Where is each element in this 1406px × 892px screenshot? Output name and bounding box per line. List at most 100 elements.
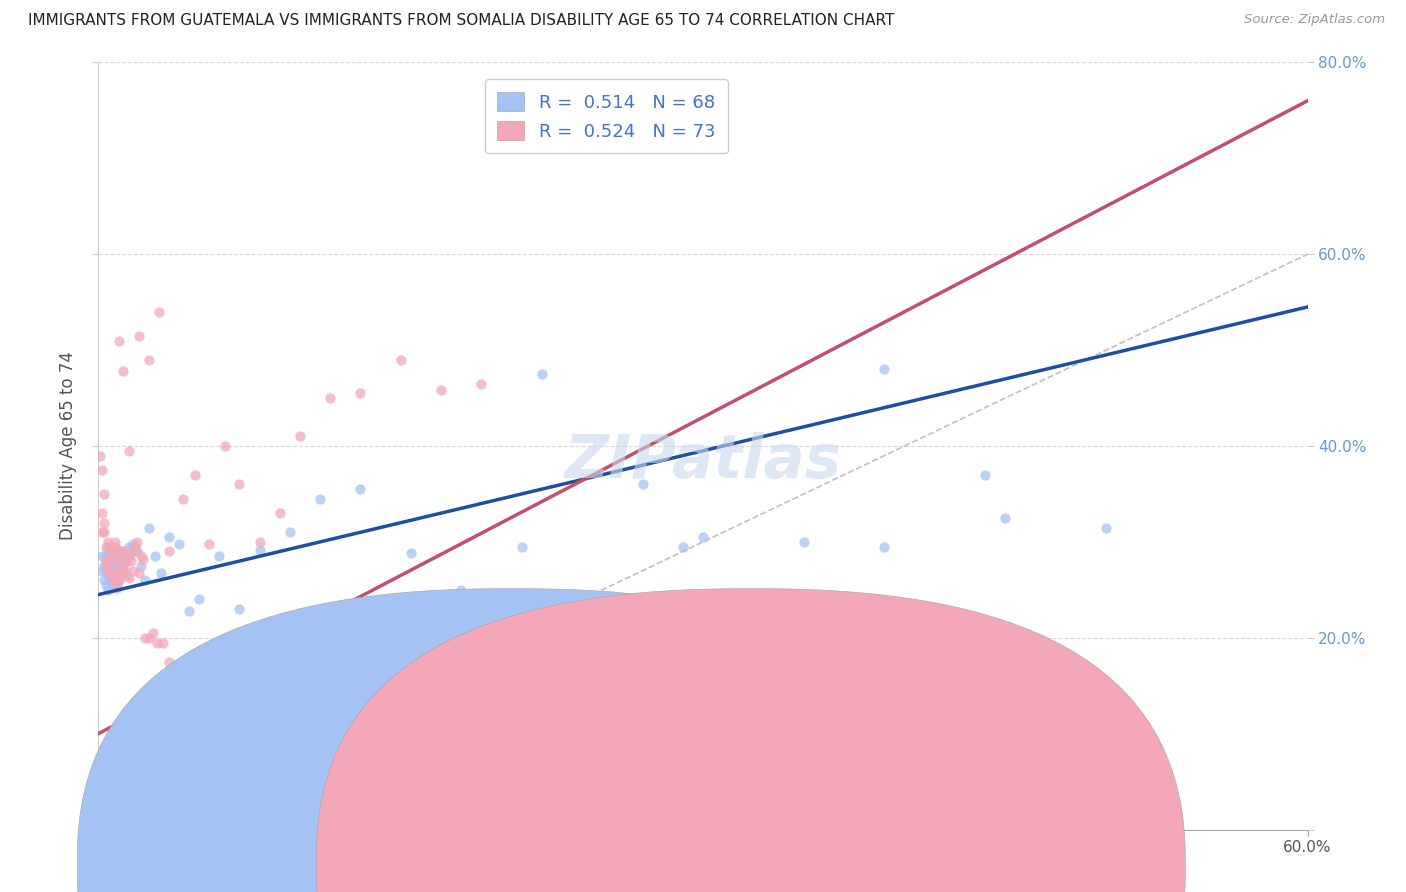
Point (96, 540, 118, 554)
Point (138, 520, 160, 534)
Legend: R =  0.514   N = 68, R =  0.524   N = 73: R = 0.514 N = 68, R = 0.524 N = 73 (485, 79, 728, 153)
Point (389, 352, 412, 367)
Point (100, 549, 122, 564)
Point (125, 535, 148, 549)
Point (214, 439, 236, 453)
Point (93, 487, 115, 501)
Point (772, 707, 794, 722)
Point (96, 554, 118, 568)
Point (118, 443, 141, 458)
Point (149, 566, 172, 580)
Point (460, 639, 482, 653)
Point (91, 525, 114, 540)
Text: IMMIGRANTS FROM GUATEMALA VS IMMIGRANTS FROM SOMALIA DISABILITY AGE 65 TO 74 COR: IMMIGRANTS FROM GUATEMALA VS IMMIGRANTS … (28, 13, 894, 29)
Point (101, 554, 124, 568)
Point (115, 568, 138, 582)
Point (97, 535, 120, 549)
Point (100, 544, 122, 558)
Point (132, 552, 155, 566)
Point (107, 564, 129, 578)
Point (118, 540, 141, 554)
Point (103, 568, 125, 582)
Point (152, 635, 174, 649)
Point (110, 549, 132, 564)
Point (129, 549, 152, 564)
Point (111, 558, 134, 573)
Point (121, 537, 143, 551)
Point (97, 582, 120, 597)
Point (111, 364, 134, 378)
Point (167, 537, 190, 551)
Point (278, 525, 301, 540)
Point (91, 549, 114, 564)
Point (128, 566, 150, 580)
Point (450, 582, 472, 597)
Point (107, 334, 129, 348)
Point (399, 645, 422, 659)
Point (107, 574, 129, 588)
Point (93, 516, 115, 530)
Point (873, 362, 896, 376)
Point (873, 540, 896, 554)
Point (91, 463, 114, 477)
Point (111, 554, 134, 568)
Point (96, 558, 118, 573)
Point (101, 549, 124, 564)
Point (103, 556, 125, 570)
Point (249, 535, 271, 549)
Point (530, 367, 553, 381)
Point (96, 549, 118, 564)
Point (148, 305, 170, 319)
Point (93, 558, 115, 573)
Point (115, 549, 138, 564)
Point (105, 566, 128, 580)
Point (114, 544, 136, 558)
Point (101, 566, 124, 580)
Point (105, 549, 128, 564)
Text: ZIPatlas: ZIPatlas (564, 432, 842, 491)
Point (103, 544, 125, 558)
Point (793, 535, 815, 549)
Point (115, 554, 138, 568)
Point (114, 564, 136, 578)
Point (89, 449, 111, 463)
Point (107, 558, 129, 573)
Point (100, 558, 122, 573)
Point (591, 659, 613, 673)
Point (172, 491, 194, 506)
Point (107, 544, 129, 558)
Point (91, 506, 114, 520)
Point (93, 525, 115, 540)
Point (974, 467, 997, 482)
Point (138, 352, 160, 367)
Point (111, 544, 134, 558)
Point (103, 540, 125, 554)
Point (208, 549, 231, 564)
Point (128, 328, 150, 343)
Point (105, 549, 128, 564)
Point (631, 477, 654, 491)
Point (288, 429, 311, 443)
Point (510, 540, 533, 554)
Point (1095, 520, 1118, 534)
Point (134, 574, 156, 588)
Point (179, 604, 201, 618)
Point (120, 554, 142, 568)
Point (110, 556, 132, 570)
Point (1216, 45, 1239, 60)
Point (188, 592, 211, 607)
Point (319, 391, 342, 405)
Point (96, 578, 118, 592)
Point (672, 540, 695, 554)
Point (97, 554, 120, 568)
Point (184, 467, 207, 482)
Point (163, 707, 186, 722)
Point (134, 631, 156, 645)
Point (93, 574, 115, 588)
Text: Immigrants from Guatemala: Immigrants from Guatemala (534, 861, 762, 876)
Point (198, 537, 221, 551)
Point (105, 578, 128, 592)
Point (97, 540, 120, 554)
Point (91, 564, 114, 578)
Point (399, 546, 422, 560)
